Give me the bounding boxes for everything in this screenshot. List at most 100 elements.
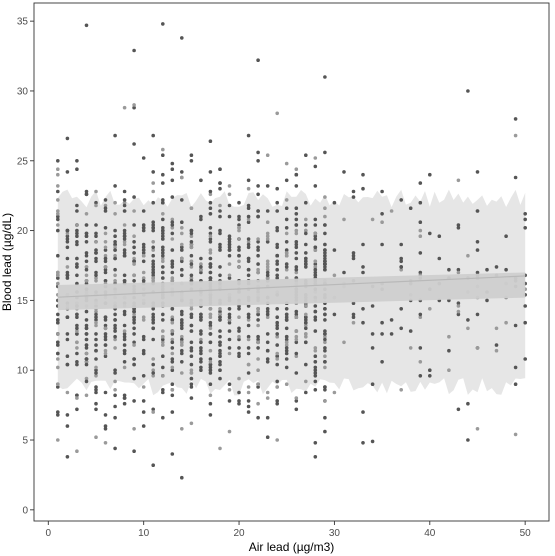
scatter-point bbox=[65, 390, 70, 395]
scatter-point bbox=[56, 273, 60, 278]
scatter-point bbox=[237, 245, 241, 250]
scatter-point bbox=[170, 248, 175, 252]
scatter-point bbox=[218, 354, 222, 359]
scatter-point bbox=[323, 265, 327, 269]
scatter-point bbox=[132, 399, 136, 403]
scatter-point bbox=[180, 323, 184, 328]
scatter-point bbox=[208, 315, 213, 320]
scatter-point bbox=[227, 192, 232, 197]
scatter-point bbox=[180, 170, 184, 174]
scatter-point bbox=[246, 318, 251, 322]
scatter-point bbox=[122, 242, 127, 247]
scatter-point bbox=[75, 340, 79, 345]
scatter-point bbox=[180, 248, 184, 252]
scatter-point bbox=[141, 156, 146, 160]
scatter-point bbox=[284, 382, 289, 387]
scatter-point bbox=[284, 312, 289, 317]
scatter-point bbox=[304, 312, 308, 317]
scatter-point bbox=[151, 270, 155, 275]
scatter-point bbox=[323, 214, 327, 219]
scatter-point bbox=[113, 256, 117, 261]
scatter-point bbox=[218, 360, 222, 364]
scatter-point bbox=[399, 242, 404, 247]
scatter-point bbox=[189, 371, 194, 375]
scatter-point bbox=[237, 376, 241, 381]
scatter-point bbox=[103, 209, 108, 213]
scatter-point bbox=[399, 256, 404, 261]
scatter-point bbox=[294, 206, 299, 210]
scatter-point bbox=[294, 240, 299, 244]
scatter-point bbox=[294, 312, 299, 317]
scatter-point bbox=[304, 217, 308, 222]
scatter-point bbox=[256, 237, 260, 241]
scatter-point bbox=[428, 172, 432, 177]
scatter-point bbox=[132, 362, 136, 367]
scatter-point bbox=[141, 424, 146, 428]
scatter-point bbox=[180, 175, 184, 180]
scatter-point bbox=[170, 217, 175, 222]
scatter-point bbox=[94, 234, 98, 238]
scatter-point bbox=[504, 320, 508, 325]
scatter-point bbox=[380, 332, 384, 336]
scatter-point bbox=[94, 357, 98, 361]
scatter-point bbox=[313, 368, 318, 373]
scatter-point bbox=[227, 351, 232, 356]
scatter-point bbox=[447, 334, 451, 339]
scatter-point bbox=[141, 374, 146, 378]
x-tick-label: 10 bbox=[138, 528, 150, 539]
scatter-point bbox=[304, 262, 308, 266]
scatter-point bbox=[75, 393, 79, 398]
scatter-point bbox=[208, 234, 213, 238]
scatter-point bbox=[94, 312, 98, 317]
scatter-point bbox=[256, 385, 260, 389]
scatter-point bbox=[275, 186, 280, 191]
scatter-point bbox=[218, 242, 222, 247]
scatter-point bbox=[208, 276, 213, 280]
scatter-point bbox=[56, 159, 60, 163]
scatter-point bbox=[103, 323, 108, 328]
scatter-point bbox=[189, 329, 194, 333]
x-axis: 0 10 20 30 40 50 bbox=[46, 521, 531, 539]
scatter-point bbox=[284, 267, 289, 272]
scatter-point bbox=[265, 240, 270, 244]
scatter-point bbox=[151, 368, 155, 373]
scatter-point bbox=[161, 340, 165, 345]
scatter-point bbox=[399, 267, 404, 272]
y-tick-label: 5 bbox=[22, 436, 28, 447]
scatter-point bbox=[265, 237, 270, 241]
scatter-point bbox=[113, 371, 117, 375]
scatter-point bbox=[170, 320, 175, 325]
scatter-point bbox=[227, 214, 232, 219]
scatter-point bbox=[208, 326, 213, 331]
scatter-point bbox=[256, 209, 260, 213]
scatter-point bbox=[227, 337, 232, 342]
scatter-point bbox=[227, 245, 232, 250]
scatter-point bbox=[103, 427, 108, 431]
scatter-point bbox=[199, 351, 203, 356]
scatter-point bbox=[284, 337, 289, 342]
scatter-point bbox=[246, 133, 251, 138]
scatter-point bbox=[265, 315, 270, 320]
scatter-point bbox=[218, 203, 222, 208]
scatter-point bbox=[304, 320, 308, 325]
scatter-point bbox=[161, 259, 165, 264]
scatter-point bbox=[75, 332, 79, 336]
scatter-point bbox=[275, 209, 280, 213]
scatter-point bbox=[170, 388, 175, 392]
scatter-point bbox=[475, 312, 480, 317]
scatter-point bbox=[475, 209, 480, 213]
scatter-point bbox=[208, 231, 213, 236]
scatter-point bbox=[256, 245, 260, 250]
scatter-point bbox=[227, 399, 232, 403]
scatter-point bbox=[113, 267, 117, 272]
scatter-point bbox=[75, 167, 79, 171]
scatter-point bbox=[141, 270, 146, 275]
scatter-point bbox=[103, 248, 108, 252]
scatter-point bbox=[189, 376, 194, 381]
scatter-point bbox=[208, 307, 213, 311]
scatter-point bbox=[132, 332, 136, 336]
scatter-point bbox=[246, 203, 251, 208]
scatter-point bbox=[161, 270, 165, 275]
scatter-point bbox=[265, 360, 270, 364]
scatter-point bbox=[180, 427, 184, 431]
